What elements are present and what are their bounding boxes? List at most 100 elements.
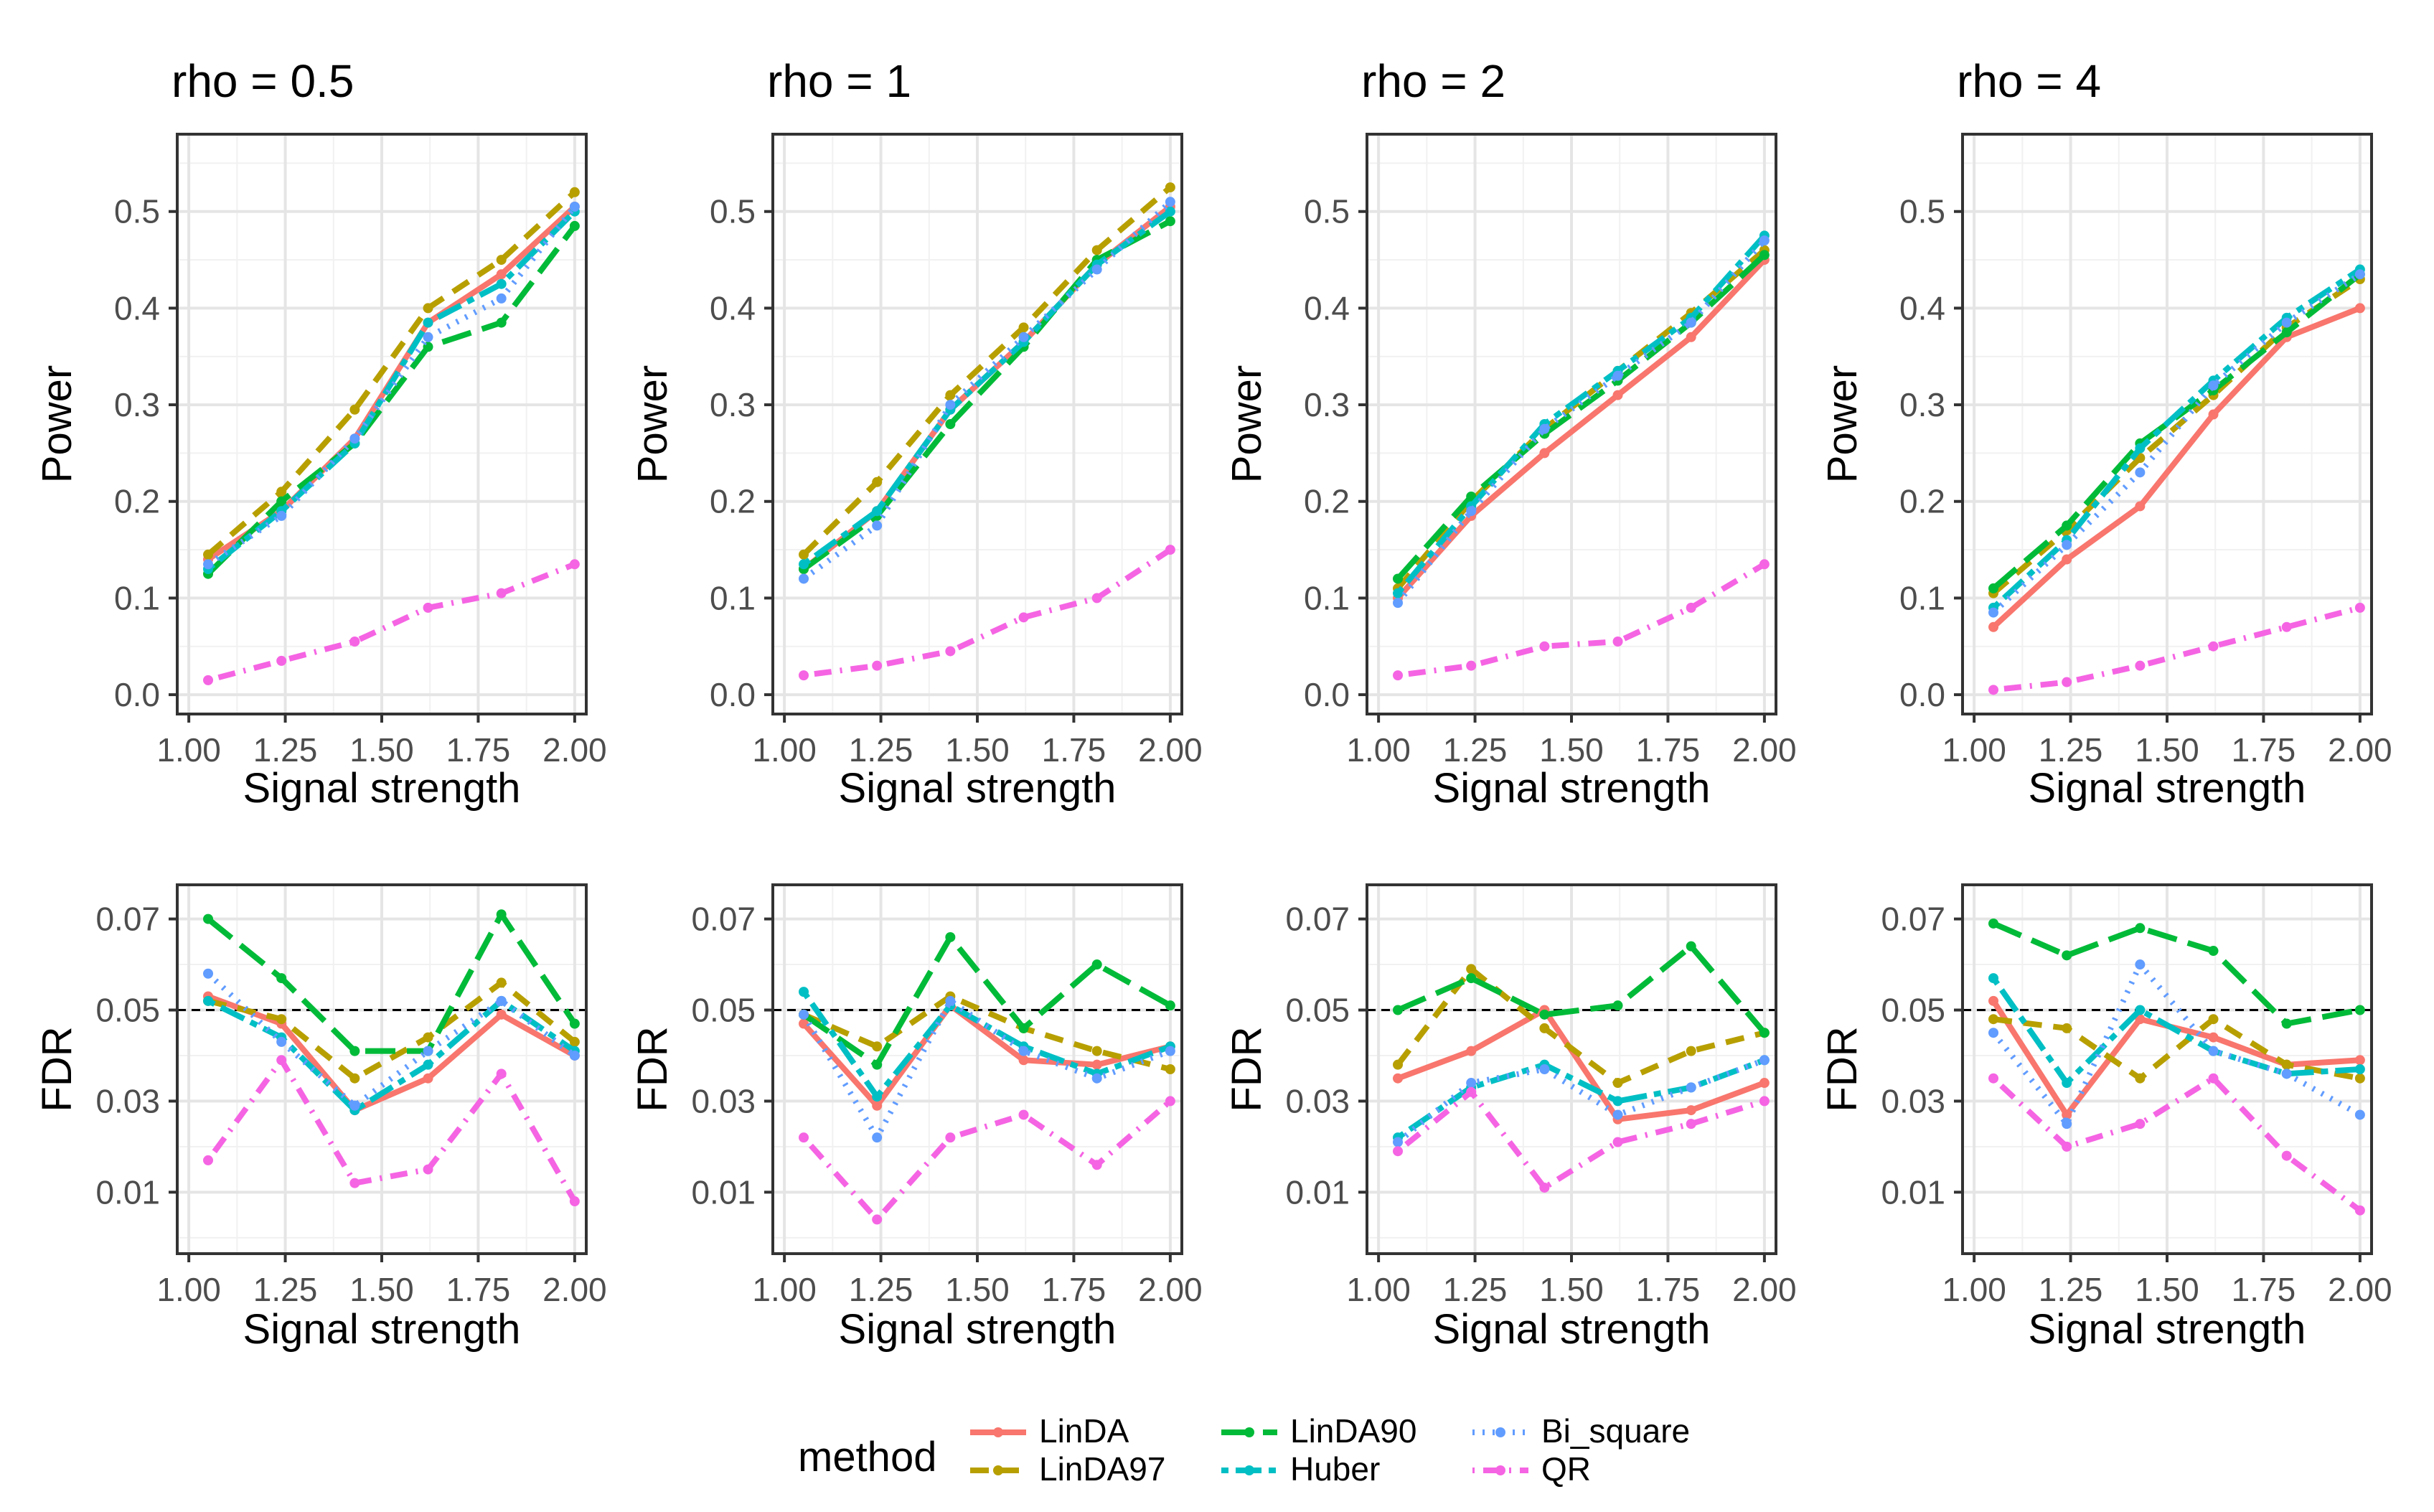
y-axis-title: FDR [1223,1026,1270,1112]
data-point [1612,1078,1623,1089]
data-point [945,400,956,410]
y-tick-label: 0.07 [95,901,160,938]
data-point [349,637,360,647]
data-point [423,317,433,328]
x-tick-label: 1.75 [1042,1271,1106,1308]
data-point [276,496,287,507]
data-point [569,1036,580,1047]
series-line-qr [205,1057,578,1203]
data-point [2062,1023,2072,1033]
fdr-panel-3: 1.00 1.25 1.50 1.75 2.00 0.01 0.03 0.05 0.07 Sign… [1223,883,1797,1353]
x-tick-label: 1.25 [1443,731,1508,769]
panel-title: rho = 4 [1957,55,2101,107]
data-point [423,1073,433,1084]
data-point [945,646,956,657]
data-point [203,914,214,924]
series-line-bi-square [1395,238,1767,605]
data-point [496,977,507,988]
data-point [2135,443,2146,454]
data-point [496,909,507,920]
series-line-qr [1991,1075,2362,1213]
data-point [872,1059,883,1070]
x-tick-label: 1.50 [349,1271,414,1308]
series-line-linda [1991,305,2362,629]
data-point [2354,1109,2365,1120]
data-point [1091,1046,1102,1056]
y-tick-label: 0.1 [1899,579,1945,616]
series-line-linda [1396,258,1767,601]
data-point [569,1196,580,1207]
data-point [2135,660,2146,671]
data-point [569,559,580,570]
x-tick-label: 1.25 [253,1271,318,1308]
data-point [2354,1073,2365,1084]
data-point [2354,303,2365,314]
series-line-qr [1397,561,1766,679]
data-point [1018,612,1029,623]
data-point [203,1155,214,1165]
data-point [1612,1000,1623,1011]
data-point [2062,677,2072,687]
x-tick-label: 1.50 [1539,1271,1604,1308]
data-point [569,220,580,231]
series-line-qr [1396,1089,1766,1191]
data-point [799,987,809,997]
data-point [2208,641,2219,652]
data-point [2354,1005,2365,1015]
data-point [1988,995,1999,1006]
legend-label: QR [1541,1450,1591,1488]
data-point [1686,1046,1696,1056]
data-point [203,675,214,685]
x-tick-label: 1.50 [2135,1271,2199,1308]
data-point [2281,621,2292,632]
x-tick-label: 1.00 [156,731,221,769]
series-line-linda90 [206,224,578,576]
series-line-bi-square [802,199,1173,581]
y-tick-label: 0.01 [1285,1173,1350,1211]
y-tick-label: 0.03 [1881,1082,1945,1119]
data-point [2354,1205,2365,1216]
data-point [1686,1105,1696,1116]
x-tick-label: 1.25 [849,731,913,769]
series-line-huber [1395,233,1767,596]
y-tick-label: 0.5 [114,193,160,230]
x-tick-label: 1.25 [253,731,318,769]
y-tick-label: 0.0 [1899,676,1945,713]
data-point [1539,1009,1550,1020]
data-point [1686,332,1696,342]
x-tick-label: 2.00 [542,731,607,769]
power-panel-2: 1.00 1.25 1.50 1.75 2.00 0.0 0.1 0.2 0.3 0.4 0.5 Si… [629,133,1203,812]
x-tick-label: 1.25 [2039,1271,2103,1308]
data-point [1466,973,1477,984]
y-tick-label: 0.2 [710,483,756,520]
x-tick-label: 1.75 [2232,1271,2296,1308]
x-axis-title: Signal strength [1433,765,1711,812]
series-line-qr [1993,605,2361,693]
data-point [1165,206,1175,217]
x-tick-label: 1.75 [1636,731,1701,769]
series-line-bi-square [801,997,1172,1141]
data-point [945,1132,956,1143]
legend-key-point [1244,1465,1254,1475]
series-line-linda90 [1992,921,2361,1027]
y-tick-label: 0.0 [710,676,756,713]
power-panel-1: 1.00 1.25 1.50 1.75 2.00 0.0 0.1 0.2 0.3 0.4 0.5 Si… [34,133,607,812]
data-point [2135,1005,2146,1015]
data-point [423,332,433,342]
y-tick-label: 0.05 [691,992,756,1029]
x-axis-title: Signal strength [839,765,1117,812]
x-tick-label: 2.00 [1138,731,1203,769]
data-point [496,588,507,598]
data-point [1988,1028,1999,1038]
data-point [872,1100,883,1111]
y-tick-label: 0.07 [1285,901,1350,938]
data-point [1393,588,1404,598]
data-point [1466,964,1477,975]
fdr-panel-1: 1.00 1.25 1.50 1.75 2.00 0.01 0.03 0.05 0.07 Sign… [34,883,607,1353]
y-tick-label: 0.3 [114,386,160,423]
data-point [276,487,287,497]
data-point [872,1214,883,1225]
power-panel-3: 1.00 1.25 1.50 1.75 2.00 0.0 0.1 0.2 0.3 0.4 0.5 Si… [1223,133,1797,812]
data-point [1686,317,1696,328]
y-axis-title: FDR [629,1026,676,1112]
